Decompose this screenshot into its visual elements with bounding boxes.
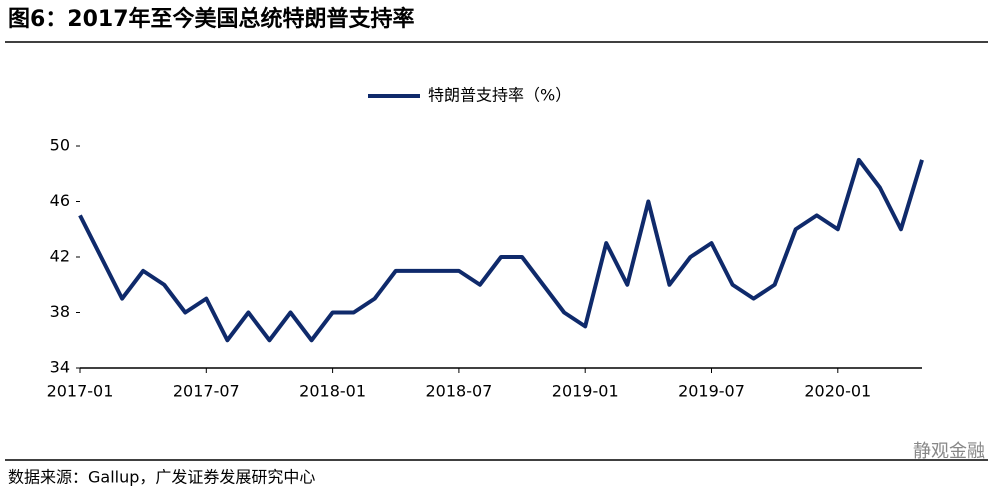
chart-title: 图6：2017年至今美国总统特朗普支持率: [8, 6, 415, 32]
watermark: 静观金融: [913, 441, 985, 462]
y-tick-label: 38: [50, 302, 70, 321]
x-tick-label: 2017-01: [47, 382, 114, 401]
x-tick-label: 2018-01: [299, 382, 366, 401]
x-tick-label: 2020-01: [804, 382, 871, 401]
y-tick-label: 34: [50, 358, 70, 377]
line-series: [78, 157, 924, 343]
y-tick-label: 50: [50, 136, 70, 155]
x-tick-label: 2019-07: [678, 382, 745, 401]
x-tick-label: 2019-01: [552, 382, 619, 401]
y-tick-label: 46: [50, 191, 70, 210]
y-tick-label: 42: [50, 247, 70, 266]
x-tick-label: 2017-07: [173, 382, 240, 401]
x-tick-label: 2018-07: [425, 382, 492, 401]
legend-label: 特朗普支持率（%）: [428, 86, 571, 105]
source-note: 数据来源：Gallup，广发证券发展研究中心: [8, 468, 315, 487]
